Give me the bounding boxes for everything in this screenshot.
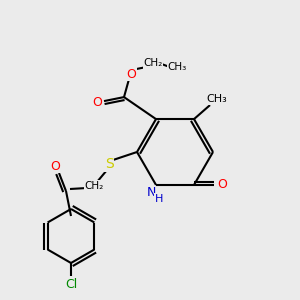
Text: CH₃: CH₃ [207, 94, 227, 104]
Text: S: S [105, 157, 113, 171]
Text: O: O [92, 96, 102, 109]
Text: CH₂: CH₂ [84, 181, 104, 191]
Text: H: H [155, 194, 163, 204]
Text: CH₂: CH₂ [143, 58, 163, 68]
Text: O: O [50, 160, 60, 172]
Text: O: O [126, 68, 136, 81]
Text: N: N [146, 186, 156, 200]
Text: Cl: Cl [65, 278, 77, 290]
Text: CH₃: CH₃ [167, 62, 187, 72]
Text: O: O [217, 178, 227, 191]
